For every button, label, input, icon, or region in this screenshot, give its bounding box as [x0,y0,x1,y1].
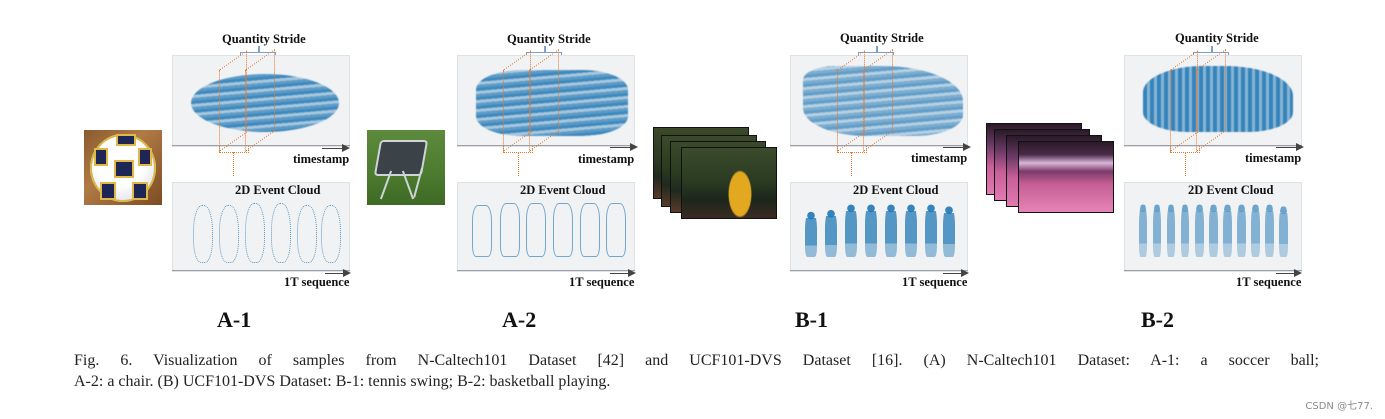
event-point-cloud [1143,66,1293,132]
event-point-cloud [476,70,628,136]
quantity-stride-label: Quantity Stride [1175,31,1259,45]
sequence-axis-label: 1T sequence [569,275,635,289]
event-stream-3d-box [790,55,968,147]
caption-line-1: Fig. 6. Visualization of samples from N-… [74,352,1319,369]
soccer-ball-photo [84,130,162,205]
timestamp-axis-label: timestamp [578,152,635,166]
timestamp-axis-arrow [610,143,638,151]
event-stream-3d-box [172,55,350,147]
event-cloud-2d-box [1124,182,1302,272]
soccer-ball-icon [90,134,156,202]
panel-label-a1: A-1 [217,307,252,332]
event-cloud-label: 2D Event Cloud [1188,183,1274,197]
sequence-axis-label: 1T sequence [284,275,350,289]
timestamp-axis-label: timestamp [1245,151,1302,165]
sequence-axis-arrow [325,269,351,277]
timestamp-axis-arrow [1276,143,1304,151]
event-cloud-label: 2D Event Cloud [853,183,939,197]
event-cloud-2d-box [172,182,350,272]
slice-drop-line [233,152,234,176]
quantity-stride-label: Quantity Stride [222,32,306,46]
slice-drop-line [1185,152,1186,176]
basketball-video-frames [986,123,1116,223]
event-cloud-2d-box [790,182,968,272]
chair-photo [367,130,445,205]
timestamp-axis-label: timestamp [293,152,350,166]
sequence-axis-arrow [1276,269,1302,277]
slice-drop-line [518,152,519,176]
quantity-stride-label: Quantity Stride [840,31,924,45]
event-point-cloud [803,66,963,136]
event-cloud-2d-box [457,182,635,272]
slice-connector [837,146,867,153]
tennis-video-frames [653,127,778,227]
csdn-watermark: CSDN @七77. [1305,401,1373,412]
event-cloud-label: 2D Event Cloud [235,183,321,197]
panel-label-a2: A-2 [502,307,537,332]
sequence-axis-label: 1T sequence [902,275,968,289]
timestamp-axis-arrow [322,144,350,152]
sequence-axis-label: 1T sequence [1236,275,1302,289]
event-stream-3d-box [457,55,635,147]
event-cloud-label: 2D Event Cloud [520,183,606,197]
slice-drop-line [851,152,852,176]
quantity-stride-label: Quantity Stride [507,32,591,46]
figure-caption: Fig. 6. Visualization of samples from N-… [74,350,1319,392]
tennis-swing-frame [681,147,777,219]
panel-label-b1: B-1 [795,307,828,332]
caption-line-2: A-2: a chair. (B) UCF101-DVS Dataset: B-… [74,373,611,390]
panel-label-b2: B-2 [1141,307,1174,332]
basketball-frame [1018,141,1114,213]
sequence-axis-arrow [943,269,969,277]
event-stream-3d-box [1124,55,1302,147]
slice-connector [219,146,249,153]
timestamp-axis-label: timestamp [911,151,968,165]
timestamp-axis-arrow [943,143,971,151]
event-point-cloud [191,74,339,132]
sequence-axis-arrow [610,269,636,277]
